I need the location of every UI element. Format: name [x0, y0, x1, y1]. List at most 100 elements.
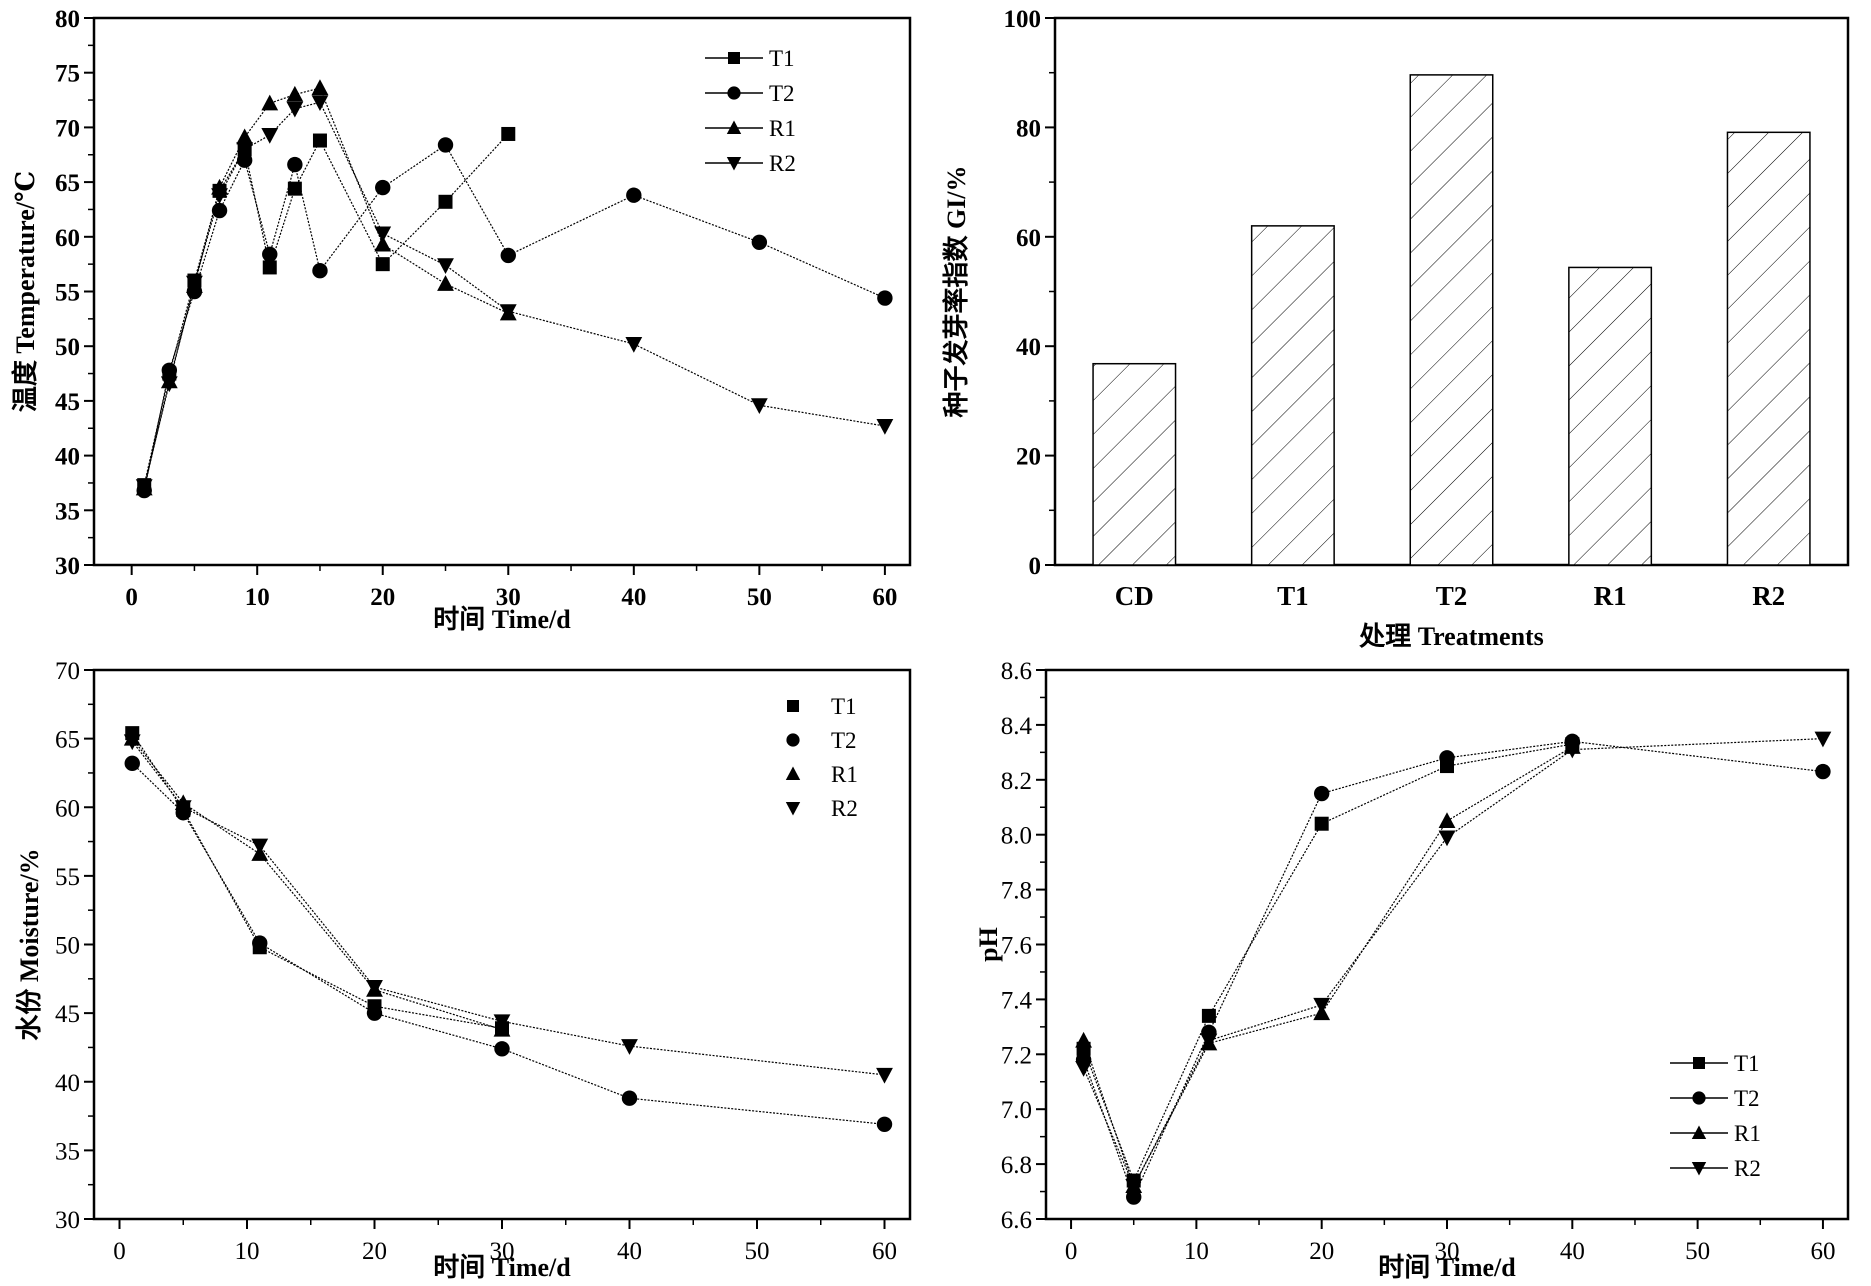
x-tick-label: 10	[235, 1238, 260, 1265]
legend-item: R1	[1670, 1121, 1761, 1146]
legend-label: R1	[769, 116, 796, 141]
data-point-r1	[1438, 812, 1456, 828]
data-point-r2	[186, 275, 203, 292]
data-point-r2	[1563, 742, 1581, 759]
bar	[1250, 225, 1335, 566]
data-point-r1	[286, 85, 304, 102]
legend-label: R1	[1734, 1121, 1761, 1146]
y-tick-label: 70	[55, 658, 80, 685]
data-point-t2	[1313, 785, 1330, 802]
legend-label: R1	[831, 762, 858, 787]
legend: T1 T2 R1 R2	[705, 46, 796, 176]
y-tick-label: 100	[1004, 6, 1042, 33]
legend-marker-triangle-down-icon	[785, 802, 801, 816]
data-point-t2	[751, 234, 768, 250]
y-tick-label: 50	[55, 933, 80, 960]
legend-marker-triangle-down-icon	[726, 157, 742, 171]
y-tick-label: 55	[55, 864, 80, 891]
y-tick-label: 75	[55, 61, 80, 88]
data-point-r2	[499, 304, 517, 320]
y-tick-label: 45	[55, 389, 80, 416]
x-tick-label: 30	[496, 584, 521, 611]
bar	[1726, 131, 1811, 566]
y-axis-title: 种子发芽率指数 GI/%	[941, 165, 971, 417]
series-line-r2	[143, 101, 885, 487]
y-tick-label: 80	[1016, 115, 1041, 142]
series-line-t2	[131, 762, 885, 1125]
data-point-r2	[1438, 830, 1456, 847]
data-point-r2	[286, 101, 304, 118]
x-tick-label: 50	[1685, 1238, 1710, 1265]
x-axis-title: 时间 Time/d	[433, 1253, 571, 1282]
x-tick-label: 60	[872, 584, 897, 611]
series-line-t1	[131, 732, 503, 1029]
germination-index-chart: 0 20 40 60 80 100 CD T1 T2 R1 R2 处理 Treatments 种子发芽率…	[941, 6, 1850, 651]
series-line-r1	[1083, 746, 1573, 1188]
legend-item: R2	[785, 796, 858, 821]
legend: T1 T2 R1 R2	[1670, 1051, 1761, 1181]
data-point-t2	[262, 246, 278, 263]
data-point-r1	[311, 79, 329, 96]
y-tick-label: 0	[1029, 553, 1042, 580]
y-tick-label: 45	[55, 1001, 80, 1028]
data-point-t2	[1439, 750, 1455, 766]
y-tick-label: 7.2	[1001, 1042, 1032, 1069]
x-tick-label: 60	[1810, 1238, 1835, 1265]
y-tick-label: 8.6	[1001, 658, 1032, 685]
series-line-r2	[1083, 738, 1823, 1188]
data-point-r2	[123, 734, 141, 751]
y-tick-label: 8.4	[1001, 713, 1033, 740]
data-point-t1	[1201, 1008, 1216, 1023]
x-tick-label: 20	[362, 1238, 387, 1265]
x-tick-label: R2	[1752, 581, 1785, 611]
series-t1	[137, 126, 516, 493]
legend-marker-triangle-down-icon	[1691, 1162, 1707, 1176]
x-tick-label: 20	[1309, 1238, 1334, 1265]
legend-label: T1	[831, 694, 857, 719]
series-t2	[1075, 733, 1831, 1205]
y-tick-label: 6.8	[1001, 1152, 1032, 1179]
series-r2	[135, 95, 894, 495]
x-tick-label: 60	[872, 1238, 897, 1265]
y-tick-label: 60	[1016, 225, 1041, 252]
legend-marker-triangle-up-icon	[785, 766, 801, 780]
data-point-r2	[1075, 1061, 1092, 1077]
y-tick-label: 20	[1016, 444, 1041, 471]
legend-label: T2	[769, 81, 795, 106]
data-point-t2	[621, 1090, 638, 1106]
data-point-t2	[877, 290, 893, 306]
data-point-r2	[621, 1039, 638, 1055]
y-tick-label: 30	[55, 553, 80, 580]
y-tick-label: 40	[55, 1070, 80, 1097]
data-point-r2	[1125, 1179, 1143, 1195]
data-point-r2	[236, 142, 254, 159]
data-point-r2	[750, 398, 768, 415]
y-axis-title: 水份 Moisture/%	[15, 848, 44, 1040]
data-point-r1	[261, 94, 279, 111]
data-point-t2	[500, 247, 516, 264]
legend-marker-circle-icon	[786, 733, 800, 747]
data-point-t2	[437, 137, 454, 153]
series-line-t1	[143, 133, 509, 486]
y-tick-label: 7.6	[1001, 933, 1032, 960]
x-axis-title: 时间 Time/d	[1378, 1253, 1516, 1282]
legend-item: T2	[1670, 1086, 1760, 1111]
x-tick-label: 50	[745, 1238, 770, 1265]
bar	[1409, 74, 1494, 566]
bar-r1	[1568, 266, 1653, 566]
data-point-t2	[876, 1116, 893, 1132]
y-axis-title: pH	[974, 927, 1003, 962]
y-tick-label: 30	[55, 1207, 80, 1234]
data-point-t1	[501, 126, 516, 141]
y-axis-title: 温度 Temperature/℃	[10, 171, 40, 412]
data-point-r2	[1814, 731, 1832, 748]
x-tick-label: 10	[245, 584, 270, 611]
y-tick-label: 65	[55, 170, 80, 197]
data-point-r2	[876, 419, 894, 435]
data-point-r2	[160, 376, 178, 393]
legend-item: T1	[705, 46, 795, 71]
y-tick-label: 35	[55, 1138, 80, 1165]
series-line-r1	[143, 87, 509, 489]
y-tick-label: 7.8	[1001, 878, 1032, 905]
data-point-t2	[366, 1005, 383, 1021]
